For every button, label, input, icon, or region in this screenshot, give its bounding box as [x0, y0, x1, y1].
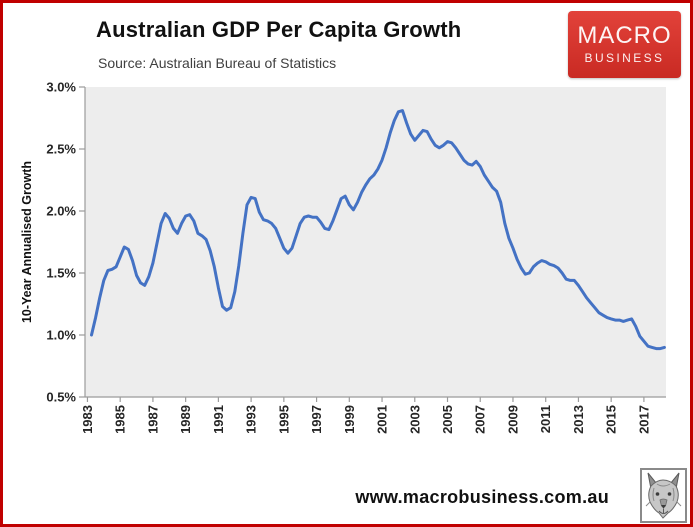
x-tick-label: 1995 [276, 405, 291, 434]
gdp-line-chart: 0.5% 1.0% 1.5% 2.0% 2.5% 3.0% 1983 1985 1987 1989… [20, 80, 666, 434]
chart-title: Australian GDP Per Capita Growth [96, 17, 462, 42]
x-tick-label: 1999 [342, 405, 357, 434]
x-tick-label: 1983 [80, 405, 95, 434]
y-tick-label: 0.5% [46, 390, 76, 405]
x-tick-label: 2007 [473, 405, 488, 434]
x-tick-label: 1991 [211, 405, 226, 434]
y-tick-label: 1.0% [46, 328, 76, 343]
logo-text-macro: MACRO [577, 22, 672, 49]
logo-text-business: BUSINESS [584, 51, 665, 65]
footer-url: www.macrobusiness.com.au [355, 487, 609, 507]
y-axis-title: 10-Year Annualised Growth [20, 161, 34, 323]
y-tick-label: 2.0% [46, 204, 76, 219]
x-tick-label: 2017 [636, 405, 651, 434]
x-tick-label: 1987 [145, 405, 160, 434]
x-tick-label: 2001 [375, 405, 390, 434]
plot-area [85, 87, 666, 397]
x-tick-label: 2013 [571, 405, 586, 434]
x-tick-label: 2009 [505, 405, 520, 434]
wolf-logo [640, 468, 687, 523]
y-tick-label: 2.5% [46, 142, 76, 157]
x-tick-label: 1997 [309, 405, 324, 434]
x-tick-label: 2015 [604, 405, 619, 434]
y-tick-label: 3.0% [46, 80, 76, 95]
x-tick-label: 1985 [113, 405, 128, 434]
chart-source: Source: Australian Bureau of Statistics [98, 55, 337, 71]
macrobusiness-logo: MACRO BUSINESS [568, 11, 681, 78]
x-tick-label: 2011 [538, 405, 553, 433]
x-tick-label: 1989 [178, 405, 193, 434]
x-tick-label: 2005 [440, 405, 455, 434]
y-tick-label: 1.5% [46, 266, 76, 281]
x-tick-label: 2003 [407, 405, 422, 434]
x-tick-label: 1993 [244, 405, 259, 434]
gdp-growth-line [90, 109, 666, 351]
wolf-head-icon [645, 472, 682, 519]
